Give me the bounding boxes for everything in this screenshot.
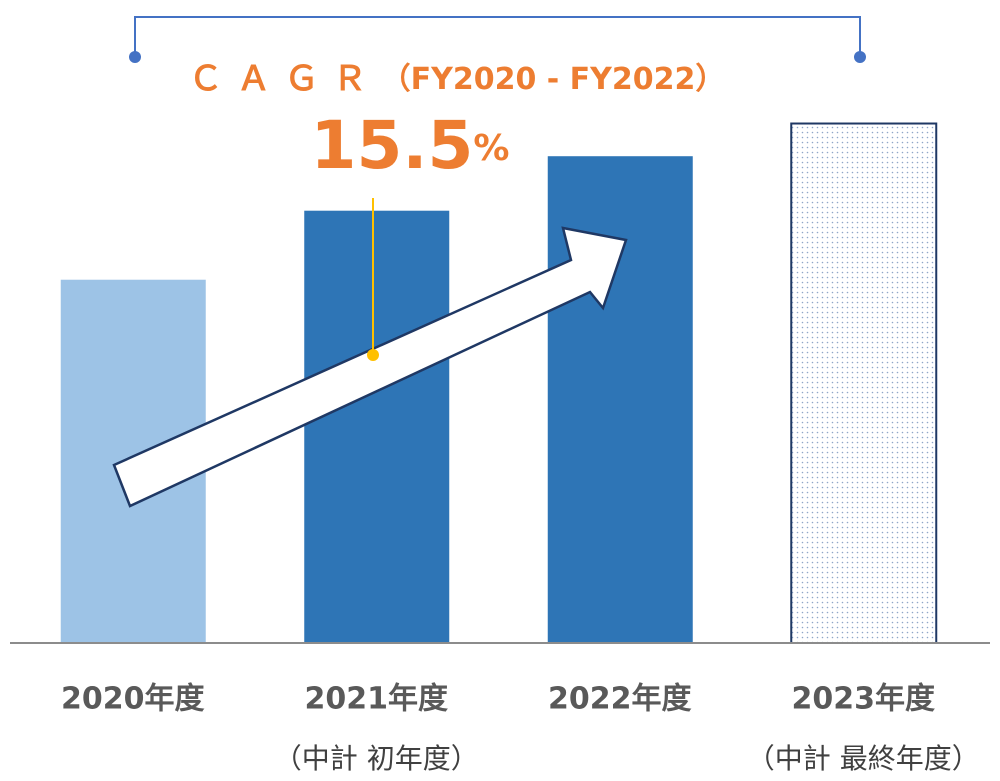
bracket-dot (854, 51, 866, 63)
growth-arrow (112, 226, 628, 508)
bracket-dot (129, 51, 141, 63)
x-sublabel: （中計 初年度） (274, 742, 479, 775)
x-tick-label: 2022年度 (548, 682, 692, 717)
bar (790, 122, 938, 645)
x-tick-label: 2020年度 (61, 682, 205, 717)
cagr-label: ＣＡＧＲ (189, 59, 381, 99)
period-bracket (134, 16, 861, 57)
cagr-title: ＣＡＧＲ（FY2020 - FY2022） (189, 59, 726, 99)
x-sublabel: （中計 最終年度） (747, 742, 980, 775)
cagr-period: （FY2020 - FY2022） (381, 62, 726, 97)
leader-dot (367, 349, 379, 361)
x-tick-label: 2023年度 (792, 682, 936, 717)
x-tick-label: 2021年度 (305, 682, 449, 717)
cagr-unit: % (473, 128, 509, 169)
bar (304, 210, 450, 643)
cagr-value: 15.5% (311, 107, 510, 184)
cagr-number: 15.5 (311, 107, 474, 184)
